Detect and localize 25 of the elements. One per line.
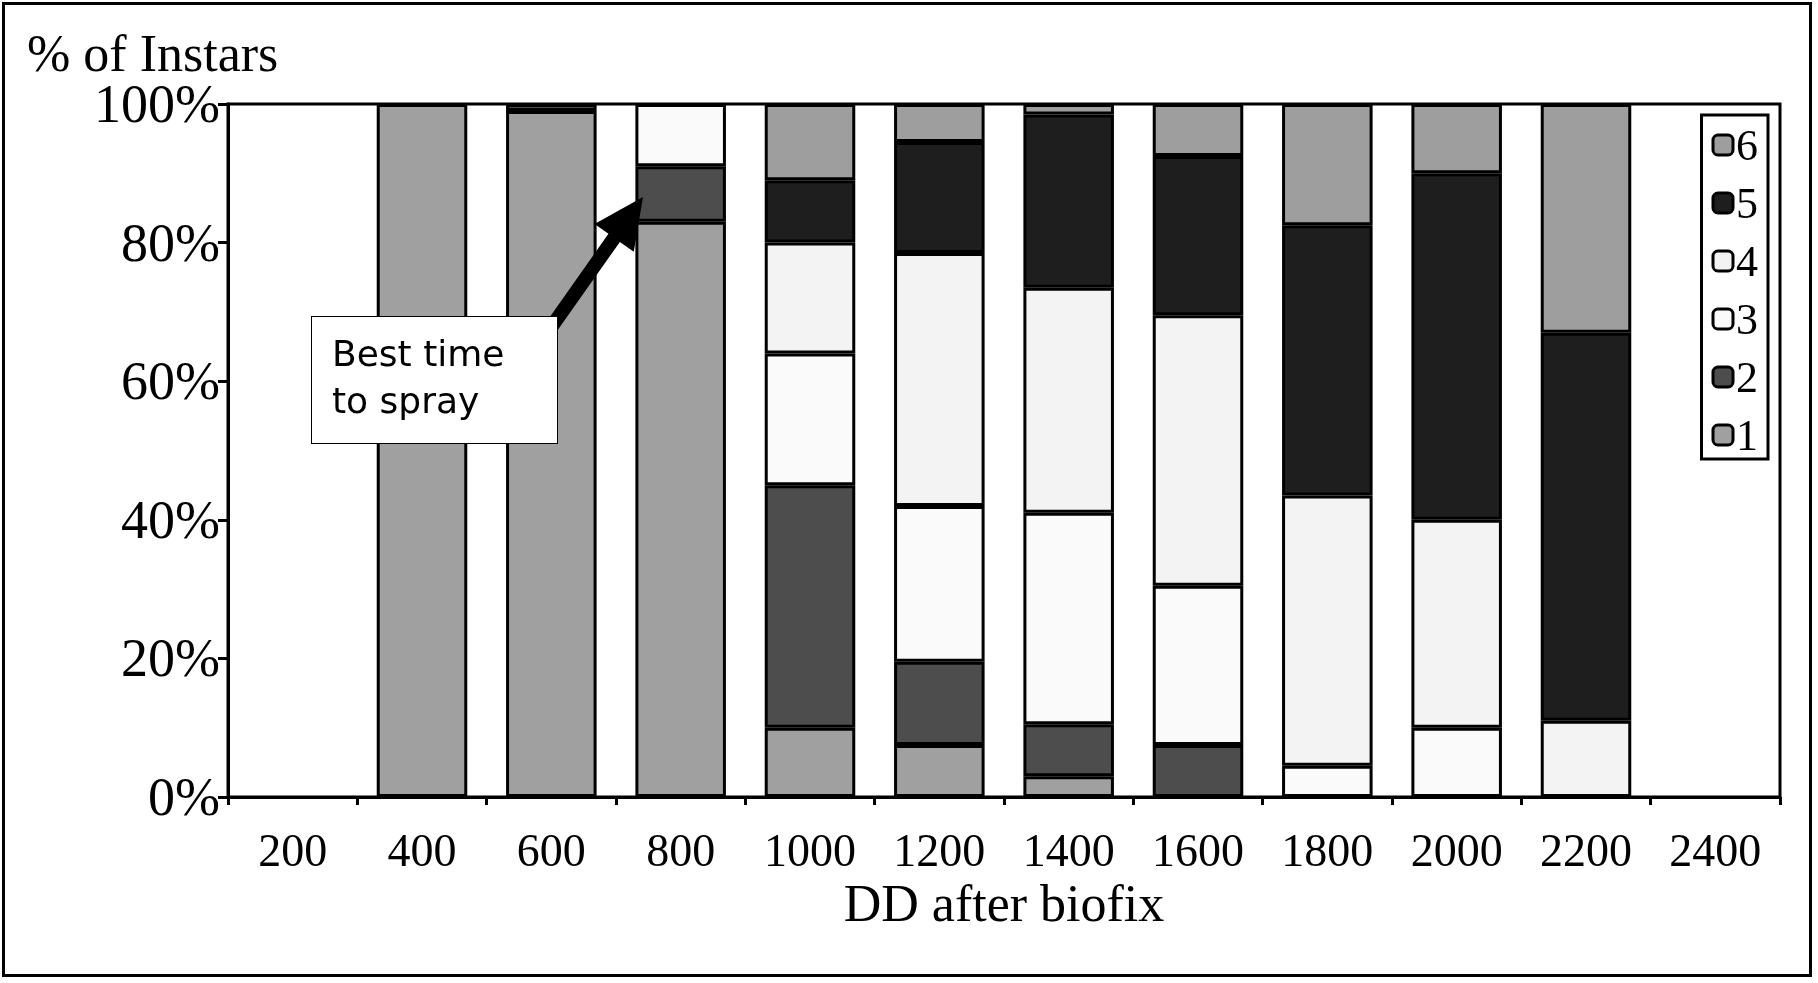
y-tick-label: 80% bbox=[121, 212, 220, 273]
legend-label: 1 bbox=[1736, 410, 1758, 460]
y-tick-label: 0% bbox=[148, 767, 220, 827]
legend-label: 4 bbox=[1736, 236, 1758, 286]
x-tick-label: 1400 bbox=[1022, 824, 1115, 876]
x-tick-label: 800 bbox=[646, 824, 716, 876]
x-tick-label: 2200 bbox=[1540, 824, 1632, 876]
y-tick-label: 60% bbox=[121, 351, 220, 412]
legend-label: 5 bbox=[1736, 178, 1758, 228]
y-tick-label: 40% bbox=[121, 489, 220, 550]
y-tick-label: 20% bbox=[121, 628, 220, 689]
x-axis-title: DD after biofix bbox=[843, 875, 1165, 933]
x-tick-label: 600 bbox=[516, 824, 586, 876]
x-tick-label: 1800 bbox=[1281, 824, 1374, 876]
legend-label: 3 bbox=[1736, 294, 1758, 344]
x-tick-label: 400 bbox=[387, 824, 457, 876]
legend-label: 6 bbox=[1736, 120, 1758, 170]
x-tick-label: 1200 bbox=[893, 824, 986, 876]
legend-label: 2 bbox=[1736, 352, 1758, 402]
x-tick-label: 1600 bbox=[1152, 824, 1244, 876]
x-tick-label: 2400 bbox=[1669, 824, 1762, 876]
x-tick-label: 200 bbox=[258, 824, 328, 876]
x-tick-label: 1000 bbox=[764, 824, 856, 876]
annotation: Best time to spray bbox=[311, 316, 558, 444]
x-tick-label: 2000 bbox=[1410, 824, 1503, 876]
